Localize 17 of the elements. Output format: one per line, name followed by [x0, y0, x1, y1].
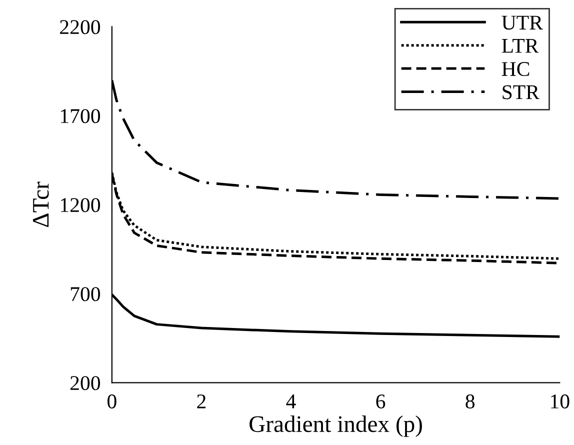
- x-tick-label: 8: [466, 394, 475, 408]
- legend-label: STR: [502, 85, 540, 100]
- y-tick-label: 2200: [60, 20, 100, 34]
- x-tick-label: 4: [286, 394, 296, 408]
- x-tick-label: 6: [376, 394, 386, 408]
- x-tick-label: 0: [108, 394, 116, 408]
- x-tick-label: 2: [197, 394, 206, 408]
- y-tick-label: 200: [70, 376, 100, 390]
- x-axis-title: Gradient index (p): [250, 415, 422, 437]
- y-tick-label: 700: [70, 287, 100, 302]
- legend-label: LTR: [502, 39, 539, 53]
- y-tick-label: 1200: [60, 198, 100, 212]
- legend-label: HC: [502, 62, 530, 76]
- y-tick-label: 1700: [60, 109, 100, 124]
- x-tick-label: 10: [551, 394, 570, 408]
- legend-label: UTR: [502, 16, 543, 30]
- y-axis-title: ΔTcr: [32, 182, 49, 227]
